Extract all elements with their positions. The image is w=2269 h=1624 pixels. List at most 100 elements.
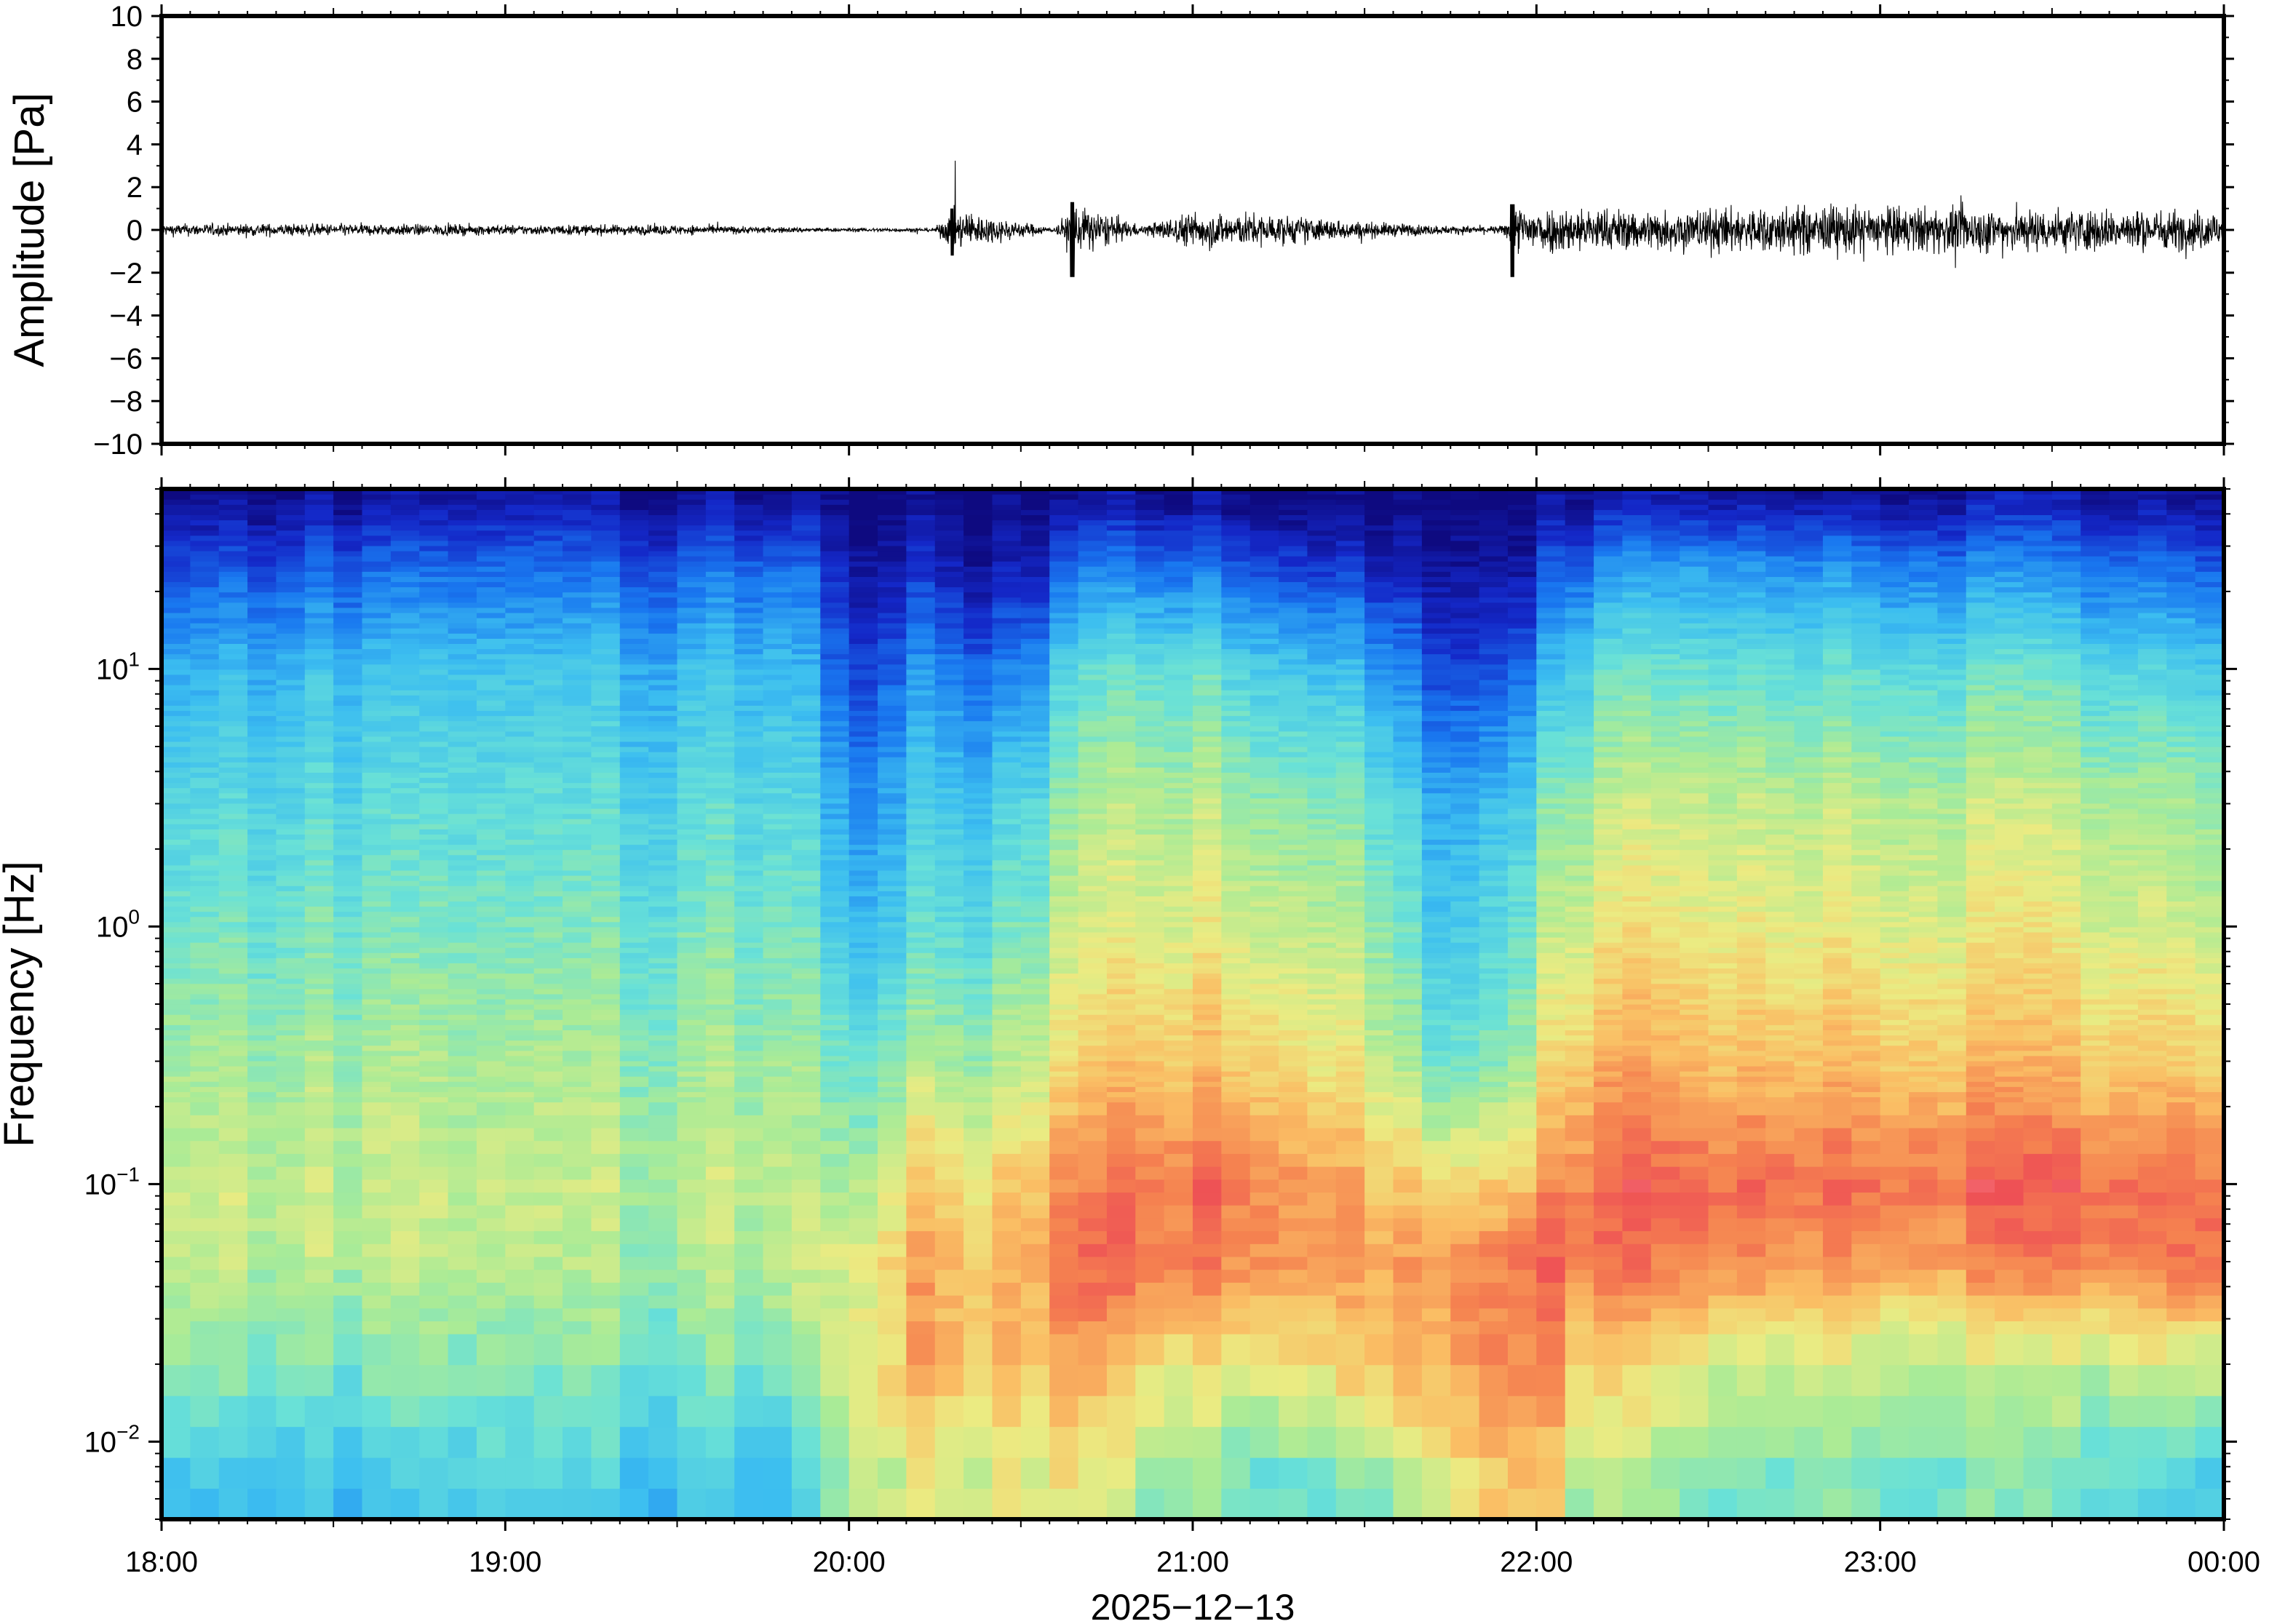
spectrogram-cell [1049,592,1079,598]
spectrogram-cell [362,911,392,918]
spectrogram-cell [505,1096,535,1103]
spectrogram-cell [304,1256,334,1270]
spectrogram-cell [1078,1096,1108,1103]
spectrogram-cell [992,891,1022,896]
spectrogram-cell [820,658,850,665]
spectrogram-cell [276,1166,306,1180]
spectrogram-cell [533,757,563,763]
spectrogram-cell [505,1127,535,1142]
spectrogram-cell [734,963,764,969]
spectrogram-cell [878,1081,907,1087]
spectrogram-cell [505,757,535,763]
spectrogram-cell [533,566,563,572]
spectrogram-cell [1078,1115,1108,1129]
spectrogram-cell [619,520,649,526]
spectrogram-cell [906,597,936,603]
spectrogram-cell [820,1091,850,1098]
spectrogram-cell [419,1256,449,1270]
spectrogram-cell [1078,983,1108,990]
spectrogram-cell [276,803,306,809]
spectrogram-cell [1049,901,1079,907]
spectrogram-cell [849,535,878,541]
spectrogram-cell [304,725,334,732]
spectrogram-cell [1020,813,1050,819]
spectrogram-cell [448,808,477,814]
spectrogram-cell [218,1055,248,1062]
spectrogram-cell [705,1140,735,1154]
spectrogram-cell [820,936,850,943]
spectrogram-cell [304,1024,334,1030]
spectrogram-cell [533,864,563,871]
spectrogram-cell [476,530,506,536]
spectrogram-cell [1020,772,1050,779]
spectrogram-cell [563,494,592,500]
spectrogram-cell [1078,869,1108,876]
spectrogram-cell [304,973,334,979]
spectrogram-cell [1049,618,1079,624]
spectrogram-cell [333,571,363,577]
spectrogram-cell [476,669,506,675]
spectrogram-cell [849,901,878,907]
spectrogram-cell [333,741,363,747]
spectrogram-cell [648,685,678,690]
spectrogram-cell [362,514,392,521]
spectrogram-cell [934,1024,964,1030]
spectrogram-cell [934,772,964,779]
spectrogram-cell [505,859,535,866]
spectrogram-cell [934,859,964,866]
spectrogram-cell [333,710,363,717]
spectrogram-cell [1049,1217,1079,1232]
spectrogram-cell [333,1127,363,1142]
spectrogram-cell [190,710,220,717]
spectrogram-cell [247,854,277,861]
spectrogram-cell [247,916,277,923]
spectrogram-cell [992,1045,1022,1051]
spectrogram-cell [763,834,792,840]
spectrogram-cell [619,725,649,732]
spectrogram-cell [162,597,191,603]
spectrogram-cell [276,1334,306,1366]
spectrogram-cell [563,880,592,886]
spectrogram-cell [162,869,191,876]
spectrogram-cell [533,891,563,896]
spectrogram-cell [419,854,449,861]
spectrogram-cell [963,592,993,598]
spectrogram-cell [820,859,850,866]
spectrogram-cell [619,1179,649,1193]
spectrogram-cell [677,1076,707,1082]
spectrogram-cell [734,1140,764,1154]
spectrogram-cell [218,1364,248,1396]
spectrogram-cell [619,1426,649,1458]
spectrogram-cell [591,664,621,670]
spectrogram-cell [362,921,392,928]
spectrogram-cell [934,952,964,958]
spectrogram-cell [1049,669,1079,675]
spectrogram-cell [218,1102,248,1115]
spectrogram-cell [533,1217,563,1232]
spectrogram-cell [648,988,678,995]
spectrogram-cell [276,844,306,851]
spectrogram-cell [791,896,821,901]
spectrogram-cell [906,664,936,670]
spectrogram-cell [705,782,735,789]
spectrogram-cell [476,1081,506,1087]
spectrogram-cell [734,561,764,567]
spectrogram-cell [591,824,621,829]
spectrogram-cell [390,808,420,814]
spectrogram-cell [1078,978,1108,984]
spectrogram-cell [878,520,907,526]
spectrogram-cell [190,1256,220,1270]
spectrogram-cell [992,1055,1022,1062]
spectrogram-cell [791,1426,821,1458]
spectrogram-cell [390,747,420,752]
spectrogram-cell [247,530,277,536]
spectrogram-cell [648,1217,678,1232]
spectrogram-cell [820,1282,850,1296]
spectrogram-cell [563,1055,592,1062]
spectrogram-cell [362,978,392,984]
spectrogram-cell [247,520,277,526]
spectrogram-cell [619,602,649,608]
spectrogram-cell [734,1115,764,1129]
spectrogram-cell [878,762,907,768]
spectrogram-cell [476,685,506,690]
